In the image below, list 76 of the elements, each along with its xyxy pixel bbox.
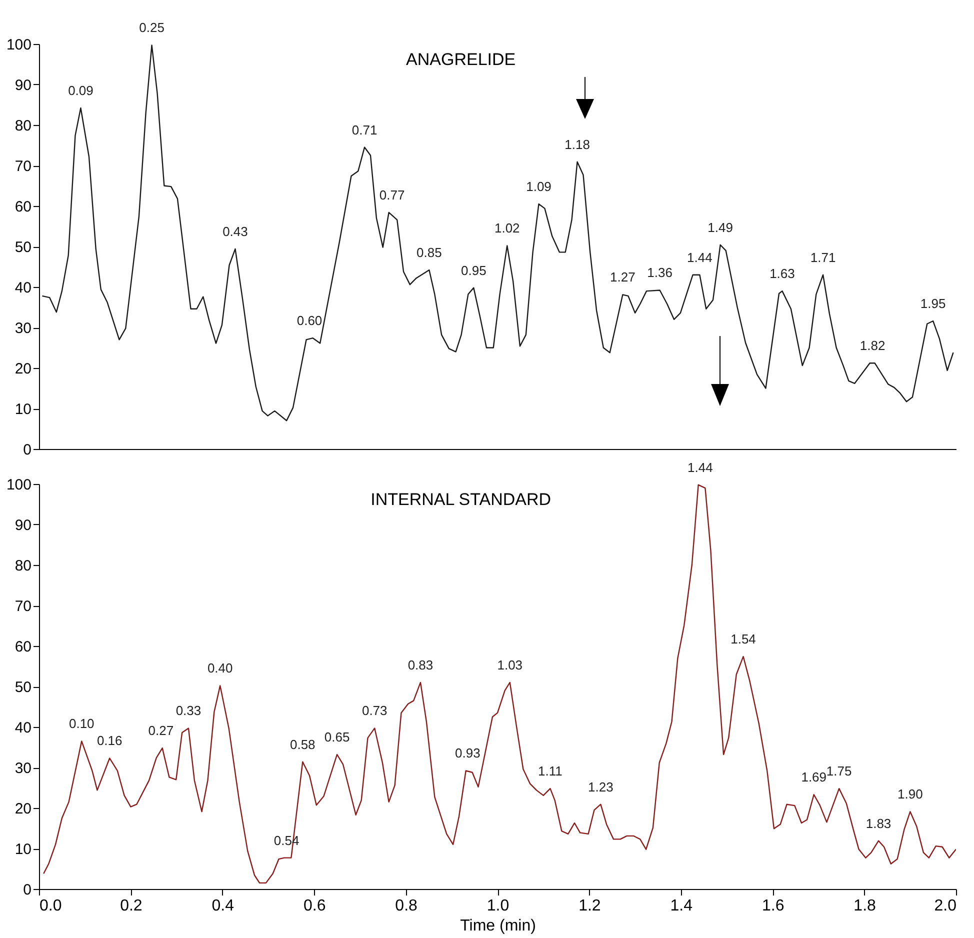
annotation: 1.95 — [920, 296, 946, 312]
y-tick-label: 10 — [14, 401, 32, 418]
annotation: 1.44 — [687, 250, 712, 265]
x-tick-label: 1.4 — [670, 898, 693, 914]
y-tick-label: 70 — [14, 598, 32, 615]
y-tick-label: 60 — [14, 638, 32, 656]
x-tick-label: 1.6 — [762, 898, 784, 914]
y-tick-label: 90 — [14, 517, 32, 534]
annotation: 1.90 — [897, 786, 923, 802]
y-tick-label: 100 — [6, 476, 32, 494]
annotation: 1.36 — [647, 265, 672, 280]
annotation: 1.03 — [497, 657, 523, 672]
annotation: 1.63 — [770, 266, 795, 282]
y-tick-label: 20 — [14, 360, 32, 378]
annotation: 1.75 — [826, 764, 852, 779]
x-tick-label: 0.2 — [120, 898, 142, 914]
annotation: 0.71 — [352, 122, 378, 138]
annotation: 0.25 — [139, 20, 164, 36]
annotation: 1.18 — [564, 136, 590, 152]
annotation: 0.58 — [290, 736, 316, 752]
line-series — [42, 484, 956, 884]
y-tick-label: 50 — [14, 239, 32, 256]
x-tick-label: 0.8 — [395, 898, 418, 914]
y-tick-label: 40 — [14, 720, 32, 736]
y-tick-label: 100 — [6, 36, 32, 54]
annotation: 1.71 — [810, 250, 836, 265]
annotation: 1.83 — [866, 816, 892, 831]
annotation: 0.65 — [324, 730, 350, 745]
y-tick-label: 20 — [14, 800, 32, 818]
y-tick-label: 0 — [23, 442, 32, 458]
x-tick-label: 0.6 — [303, 898, 326, 914]
y-tick-label: 70 — [14, 158, 32, 175]
annotation: 0.33 — [176, 703, 202, 718]
x-tick-label: 0.0 — [40, 898, 62, 914]
annotation: 0.60 — [296, 313, 322, 328]
annotation: 0.43 — [222, 224, 248, 239]
annotation: 0.85 — [416, 244, 442, 260]
y-tick-label: 80 — [14, 558, 32, 574]
annotation: 1.69 — [801, 770, 827, 785]
annotation: 1.11 — [538, 764, 562, 779]
x-tick-label: 2.0 — [934, 898, 957, 914]
annotation: 1.82 — [860, 338, 886, 354]
annotation: 1.23 — [588, 779, 614, 794]
x-tick-label: 0.4 — [212, 898, 234, 914]
annotation: 1.09 — [526, 178, 552, 194]
annotation: 0.10 — [68, 716, 94, 732]
y-tick-label: 80 — [14, 118, 32, 134]
y-tick-label: 50 — [14, 679, 32, 696]
y-tick-label: 30 — [14, 760, 32, 777]
annotation: 0.40 — [207, 660, 233, 676]
x-axis-title: Time (min) — [460, 918, 536, 934]
y-tick-label: 10 — [14, 841, 32, 858]
y-tick-label: 0 — [23, 882, 32, 898]
annotation: 1.54 — [730, 632, 756, 647]
x-tick-label: 1.2 — [578, 898, 601, 914]
y-tick-label: 90 — [14, 77, 32, 94]
y-tick-label: 30 — [14, 320, 32, 337]
annotation: 0.93 — [455, 746, 480, 761]
annotation: 0.77 — [379, 187, 405, 202]
annotation: 0.73 — [362, 703, 388, 718]
x-tick-label: 1.8 — [854, 898, 876, 914]
annotation: 0.95 — [461, 262, 486, 278]
annotation: 0.83 — [408, 657, 434, 672]
line-series — [42, 44, 954, 422]
annotation: 0.27 — [148, 723, 174, 738]
annotation: 0.09 — [68, 82, 94, 98]
chart-title: ANAGRELIDE — [406, 50, 516, 69]
annotation: 1.27 — [610, 270, 636, 285]
x-tick-label: 1.0 — [486, 898, 510, 914]
annotation: 1.49 — [708, 220, 733, 235]
chart-title: INTERNAL STANDARD — [370, 490, 552, 509]
y-tick-label: 40 — [14, 280, 32, 296]
y-tick-label: 60 — [14, 198, 32, 216]
annotation: 1.02 — [494, 220, 520, 236]
annotation: 1.44 — [688, 460, 713, 475]
annotation: 0.16 — [96, 733, 122, 748]
